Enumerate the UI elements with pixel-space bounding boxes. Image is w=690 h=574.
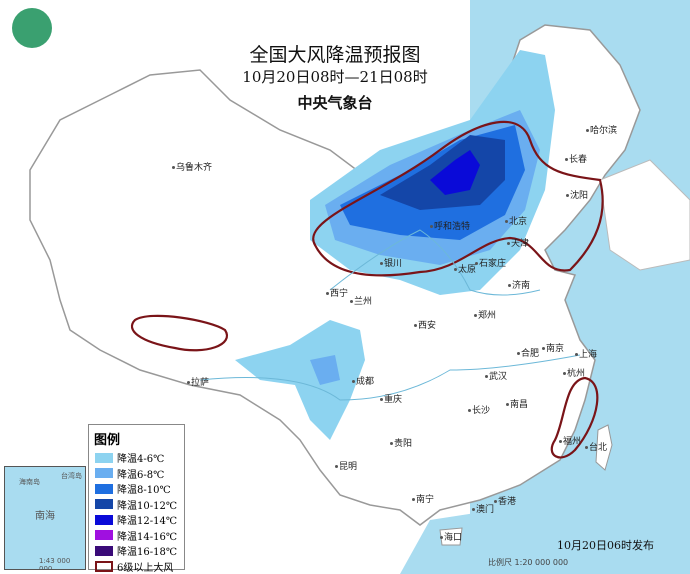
city-label: 南宁 <box>412 492 434 505</box>
legend-item: 降温8-10℃ <box>95 481 184 497</box>
city-label: 乌鲁木齐 <box>172 160 212 173</box>
city-label: 贵阳 <box>390 436 412 449</box>
city-label: 合肥 <box>517 346 539 359</box>
city-label: 澳门 <box>472 502 494 515</box>
inset-label: 台湾岛 <box>61 472 82 480</box>
city-label: 武汉 <box>485 369 507 382</box>
city-label: 福州 <box>559 434 581 447</box>
city-label: 哈尔滨 <box>586 123 617 136</box>
legend-swatch <box>95 483 113 494</box>
city-label: 郑州 <box>474 308 496 321</box>
map-title: 全国大风降温预报图 <box>249 44 421 66</box>
inset-label: 南海 <box>35 511 55 522</box>
cooling-12-14 <box>430 150 480 195</box>
city-label: 上海 <box>575 347 597 360</box>
city-label: 西宁 <box>326 286 348 299</box>
city-label: 长沙 <box>468 403 490 416</box>
city-label: 西安 <box>414 318 436 331</box>
legend-item: 降温6-8℃ <box>95 466 184 482</box>
city-label: 沈阳 <box>566 188 588 201</box>
legend-label: 降温16-18℃ <box>117 547 178 559</box>
south-china-sea-inset: 南海 海南岛 台湾岛 1:43 000 000 <box>4 466 86 570</box>
legend-swatch <box>95 545 113 556</box>
cooling-6-8-southwest <box>310 355 340 385</box>
wind-area-tibet <box>130 314 228 352</box>
legend-label: 6级以上大风 <box>117 562 174 574</box>
city-label: 长春 <box>565 152 587 165</box>
legend-swatch <box>95 514 113 525</box>
city-label: 拉萨 <box>187 375 209 388</box>
issuer: 中央气象台 <box>297 94 373 112</box>
city-label: 昆明 <box>335 459 357 472</box>
cooling-4-6-southwest <box>235 320 365 440</box>
legend-label: 降温14-16℃ <box>117 531 178 543</box>
issue-time: 10月20日06时发布 <box>557 539 654 552</box>
city-label: 成都 <box>352 374 374 387</box>
city-label: 银川 <box>380 256 402 269</box>
forecast-period: 10月20日08时—21日08时 <box>242 68 428 86</box>
legend-swatch <box>95 452 113 463</box>
legend-item: 降温16-18℃ <box>95 543 184 559</box>
legend-label: 降温6-8℃ <box>117 469 165 481</box>
legend-label: 降温4-6℃ <box>117 454 165 466</box>
city-label: 南昌 <box>506 397 528 410</box>
inset-label: 海南岛 <box>19 478 40 486</box>
city-label: 北京 <box>505 214 527 227</box>
city-label: 海口 <box>440 530 462 543</box>
legend-swatch <box>95 560 113 572</box>
legend-label: 降温12-14℃ <box>117 516 178 528</box>
legend-title: 图例 <box>94 433 121 448</box>
legend-item: 降温14-16℃ <box>95 528 184 544</box>
yellow-river <box>329 229 541 296</box>
legend-swatch <box>95 499 113 510</box>
neighbor-land-korea <box>599 159 690 271</box>
legend-item: 降温10-12℃ <box>95 497 184 513</box>
city-label: 杭州 <box>563 366 585 379</box>
legend-item: 降温12-14℃ <box>95 512 184 528</box>
legend-label: 降温8-10℃ <box>117 485 171 497</box>
city-label: 太原 <box>454 262 476 275</box>
city-label: 兰州 <box>350 294 372 307</box>
inset-label: 1:43 000 000 <box>39 557 71 570</box>
legend-label: 降温10-12℃ <box>117 500 178 512</box>
city-label: 南京 <box>542 341 564 354</box>
legend: 图例 降温4-6℃ 降温6-8℃ 降温8-10℃ 降温10-12℃ 降温12-14℃ 降温… <box>88 424 185 574</box>
legend-swatch <box>95 530 113 541</box>
wind-area-taiwan-strait <box>550 376 599 459</box>
sea-area-bay <box>400 480 690 574</box>
cma-logo <box>12 8 52 48</box>
city-label: 呼和浩特 <box>430 219 470 232</box>
legend-item: 6级以上大风 <box>95 559 184 574</box>
legend-swatch <box>95 468 113 479</box>
legend-item: 降温4-6℃ <box>95 450 184 466</box>
city-label: 台北 <box>585 440 607 453</box>
city-label: 石家庄 <box>475 256 506 269</box>
city-label: 天津 <box>507 236 529 249</box>
city-label: 香港 <box>494 494 516 507</box>
city-label: 重庆 <box>380 392 402 405</box>
city-label: 济南 <box>508 278 530 291</box>
wind-area-north <box>312 120 604 277</box>
map-scale: 比例尺 1:20 000 000 <box>488 558 569 567</box>
